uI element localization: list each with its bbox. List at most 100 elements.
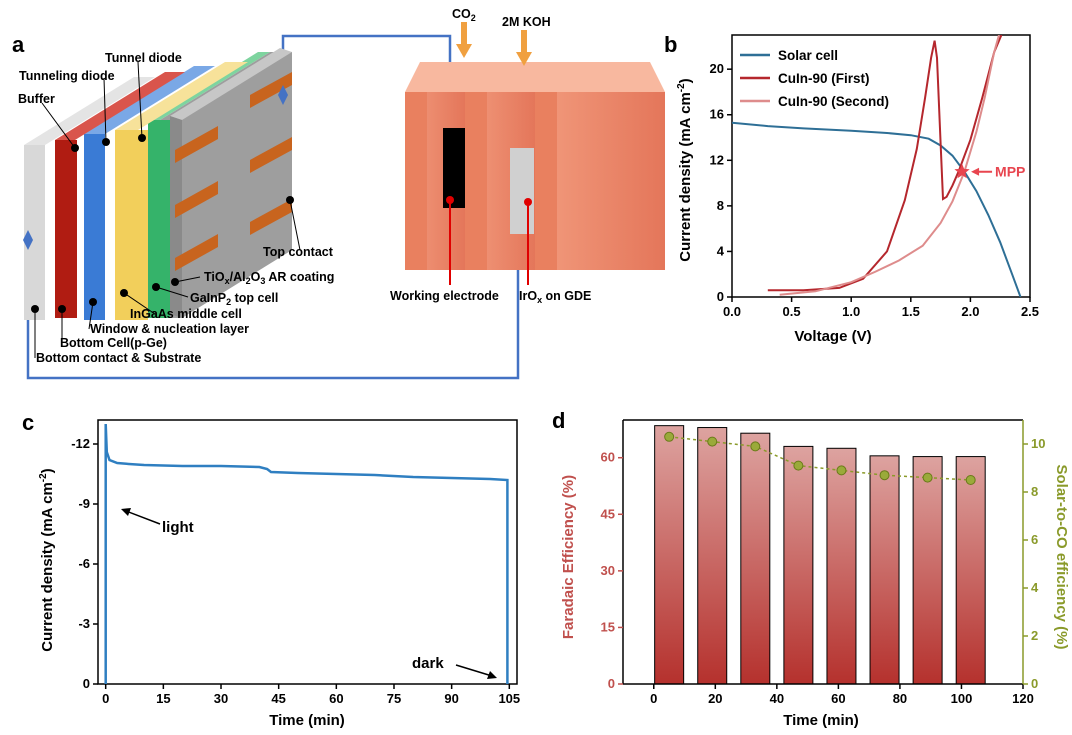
c-light-arrow (125, 510, 161, 525)
d-ytick-label: 0 (608, 676, 615, 691)
panel-a-schematic: a (12, 7, 665, 380)
label-tunnel-diode: Tunnel diode (105, 51, 182, 65)
d-ytick-label: 15 (601, 619, 615, 634)
b-xtick-label: 0.0 (723, 304, 741, 319)
bottom-cell-layer (55, 140, 77, 318)
d-stc-point (965, 475, 976, 485)
c-xtick-label: 15 (156, 691, 170, 706)
b-xlabel: Voltage (V) (794, 328, 871, 345)
c-xtick-label: 105 (498, 691, 520, 706)
b-ytick-label: 0 (717, 289, 724, 304)
c-plot-frame (97, 419, 518, 685)
b-mpp-star-icon (954, 163, 970, 179)
koh-inlet-arrow-icon (516, 52, 532, 66)
panel-b-letter: b (664, 32, 677, 57)
b-legend-label: Solar cell (778, 48, 838, 63)
leader-dots (31, 134, 294, 313)
d-xtick-label: 120 (1012, 691, 1034, 706)
c-xtick-label: 0 (102, 691, 109, 706)
b-series-line-2 (779, 35, 1000, 296)
top-cell-layer (148, 120, 170, 318)
d-stc-point (664, 431, 675, 442)
b-plot-frame (731, 34, 1031, 298)
d-ytick-label: 45 (601, 506, 615, 521)
b-mpp-label: MPP (995, 164, 1025, 180)
label-window: Window & nucleation layer (90, 322, 249, 336)
panel-d-letter: d (552, 408, 565, 433)
c-series-line (104, 423, 509, 684)
b-ytick-label: 8 (717, 198, 724, 213)
label-top-cell: GaInP2 top cell (190, 291, 278, 307)
d-ytick-label: 60 (601, 450, 615, 465)
d-xlabel: Time (min) (783, 712, 859, 729)
top-contact-bars (175, 72, 292, 271)
wire-node-icon (278, 85, 288, 105)
d-xtick-label: 80 (893, 691, 907, 706)
c-ytick-label: -9 (78, 496, 90, 511)
d-y2tick-label: 2 (1031, 628, 1038, 643)
d-xtick-label: 60 (831, 691, 845, 706)
b-xtick-label: 2.5 (1021, 304, 1039, 319)
d-y2tick-label: 0 (1031, 676, 1038, 691)
label-top-contact: Top contact (263, 245, 334, 259)
d-bar (869, 455, 900, 685)
b-ytick-label: 4 (717, 243, 725, 258)
b-xtick-label: 1.5 (902, 304, 920, 319)
solar-cell-stack (24, 48, 292, 320)
c-dark-arrow (455, 664, 493, 677)
d-stc-point (836, 465, 847, 476)
label-tunneling-diode: Tunneling diode (19, 69, 115, 83)
d-stc-point (750, 441, 761, 452)
c-dark-arrow-head-icon (487, 671, 497, 679)
d-xtick-label: 0 (650, 691, 657, 706)
d-y2tick-label: 10 (1031, 436, 1045, 451)
d-bar (783, 445, 814, 685)
c-xtick-label: 75 (387, 691, 401, 706)
d-bar (697, 427, 728, 685)
cell-plate-1 (405, 62, 515, 270)
b-xtick-label: 0.5 (783, 304, 801, 319)
d-bar (826, 447, 857, 685)
window-layer (84, 134, 105, 320)
panel-b-chart: b 0.0 0.5 1.0 1.5 2.0 2.5 0 4 8 12 16 20 Solar cell C… (664, 32, 1039, 345)
d-y2tick-label: 8 (1031, 484, 1038, 499)
b-ytick-label: 20 (710, 61, 724, 76)
c-light-arrow-head-icon (121, 508, 131, 516)
b-legend-label: CuIn-90 (Second) (778, 94, 889, 109)
label-middle-cell: InGaAs middle cell (130, 307, 242, 321)
d-y2tick-label: 6 (1031, 532, 1038, 547)
wire-node-icon (23, 230, 33, 250)
c-ytick-label: -12 (71, 436, 90, 451)
d-stc-point (707, 436, 718, 447)
label-ar-coating: TiOx/Al2O3 AR coating (204, 270, 334, 286)
c-dark-label: dark (412, 655, 444, 672)
d-xtick-label: 20 (708, 691, 722, 706)
label-bottom-cell: Bottom Cell(p-Ge) (60, 336, 167, 350)
anode-gde (510, 148, 534, 234)
panel-c-letter: c (22, 410, 34, 435)
c-xlabel: Time (min) (269, 712, 345, 729)
panel-a-letter: a (12, 32, 25, 57)
d-bar (654, 425, 685, 685)
b-series-line-1 (767, 35, 1003, 292)
b-legend-label: CuIn-90 (First) (778, 71, 870, 86)
b-ylabel: Current density (mA cm-2) (676, 78, 694, 261)
c-xtick-label: 45 (271, 691, 285, 706)
label-koh: 2M KOH (502, 15, 551, 29)
electrolyzer: CO2 2M KOH Working electrode IrOx on GDE (390, 7, 665, 305)
d-xtick-label: 100 (951, 691, 973, 706)
b-ytick-label: 16 (710, 107, 724, 122)
d-bar (912, 456, 943, 685)
b-xtick-label: 1.0 (842, 304, 860, 319)
middle-cell-layer (115, 130, 148, 320)
label-anode: IrOx on GDE (519, 289, 591, 305)
d-y2tick-label: 4 (1031, 580, 1039, 595)
c-xtick-label: 90 (444, 691, 458, 706)
label-co2: CO2 (452, 7, 476, 23)
c-ytick-label: 0 (83, 676, 90, 691)
label-buffer: Buffer (18, 92, 55, 106)
d-y2label: Solar-to-CO efficiency (%) (1053, 464, 1070, 649)
bottom-contact-layer (24, 145, 45, 320)
